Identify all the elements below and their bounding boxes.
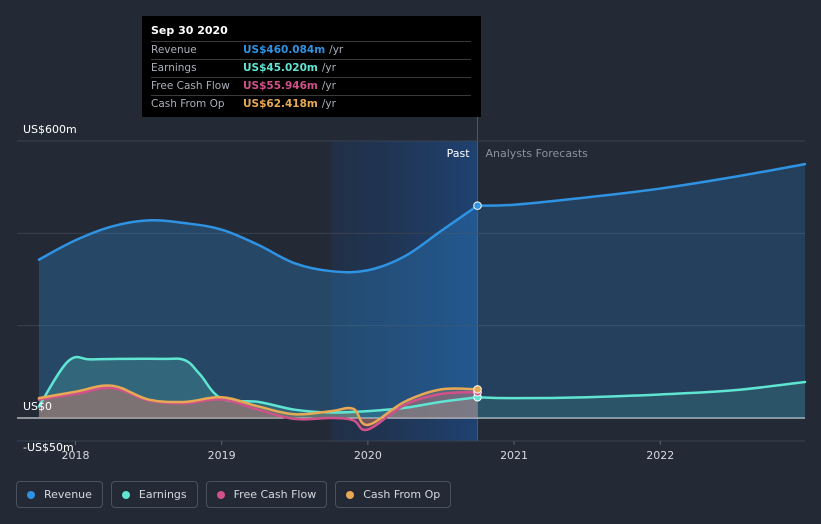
x-tick-label: 2022 [646,449,674,462]
free-cash-flow-line [37,386,479,432]
tooltip-date: Sep 30 2020 [151,24,228,37]
x-tick-label: 2021 [500,449,528,462]
legend-item-free-cash-flow[interactable]: Free Cash Flow [205,481,328,508]
revenue-forecast-area [477,164,805,418]
cash-from-op-endpoint [473,385,482,394]
revenue-area [38,205,478,418]
x-tick-label: 2020 [354,449,382,462]
tooltip-value: US$62.418m [243,98,318,110]
earnings-area [38,357,478,418]
tooltip-unit: /yr [321,98,336,110]
chart-legend: Revenue Earnings Free Cash Flow Cash Fro… [16,481,452,508]
tooltip-row-free-cash-flow: Free Cash Flow US$55.946m /yr [151,77,471,95]
forecast-label: Analysts Forecasts [486,147,589,160]
earnings-forecast-area [477,381,805,418]
tooltip-unit: /yr [329,44,344,56]
legend-item-revenue[interactable]: Revenue [16,481,103,508]
series-endpoints [473,201,482,402]
revenue-line [37,204,479,274]
past-highlight-band [331,117,479,441]
legend-label: Earnings [138,488,187,501]
legend-label: Revenue [44,488,92,501]
tooltip-unit: /yr [321,62,336,74]
free-cash-flow-area [38,387,478,431]
legend-dot-icon [216,490,225,499]
tooltip-unit: /yr [321,80,336,92]
y-axis-label: US$0 [23,400,52,413]
x-tick-label: 2018 [61,449,89,462]
y-axis-label: -US$50m [23,441,74,454]
tooltip-value: US$460.084m [243,44,326,56]
past-label: Past [447,147,471,160]
tooltip-label: Cash From Op [151,98,225,110]
x-tick-label: 2019 [208,449,236,462]
legend-item-earnings[interactable]: Earnings [110,481,198,508]
data-tooltip: Sep 30 2020 Revenue US$460.084m /yr Earn… [142,16,481,117]
tooltip-label: Earnings [151,62,197,74]
legend-label: Cash From Op [363,488,441,501]
past-band [331,141,478,441]
tooltip-row-cash-from-op: Cash From Op US$62.418m /yr [151,95,471,113]
tooltip-value: US$55.946m [243,80,318,92]
series-lines [37,162,807,432]
earnings-forecast-line [476,380,807,400]
tooltip-row-earnings: Earnings US$45.020m /yr [151,59,471,77]
legend-dot-icon [346,490,355,499]
revenue-forecast-line [476,162,807,207]
legend-dot-icon [27,490,35,499]
series-areas [38,164,805,431]
legend-dot-icon [121,490,130,499]
cash-from-op-line [37,384,479,427]
tooltip-label: Revenue [151,44,197,56]
cash-from-op-area [38,385,478,425]
legend-label: Free Cash Flow [233,488,317,501]
gridlines [17,140,805,442]
tooltip-row-revenue: Revenue US$460.084m /yr [151,41,471,59]
tooltip-value: US$45.020m [243,62,318,74]
revenue-endpoint [473,201,482,210]
tooltip-label: Free Cash Flow [151,80,230,92]
legend-item-cash-from-op[interactable]: Cash From Op [335,481,452,508]
y-axis-label: US$600m [23,123,77,136]
